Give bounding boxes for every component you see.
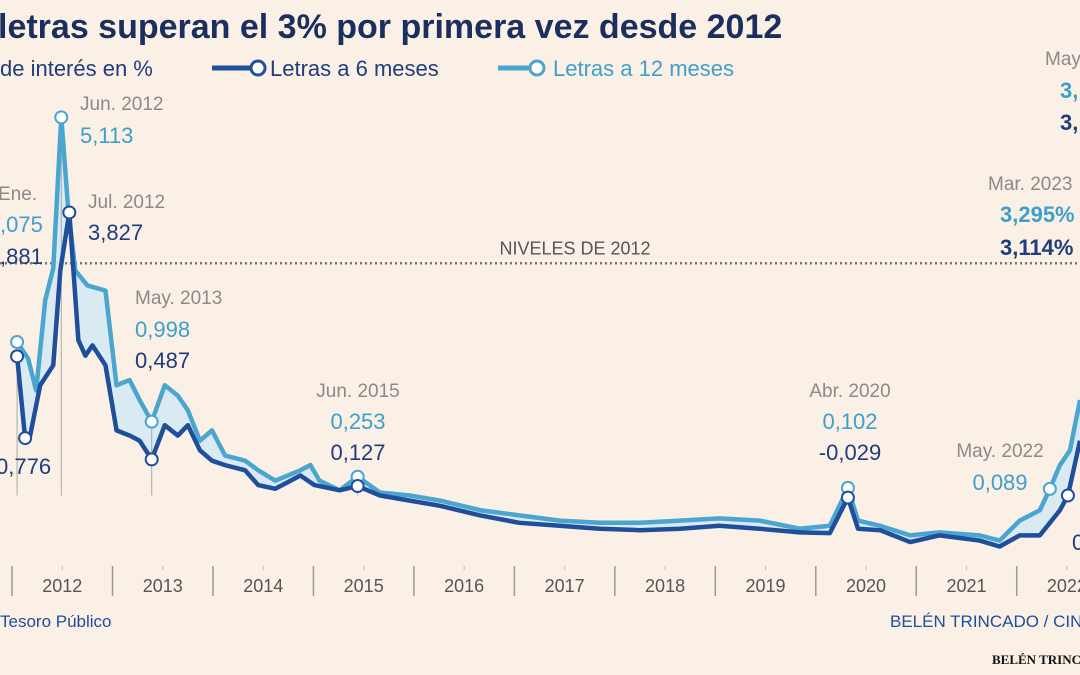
annotation: 0,102 (822, 409, 877, 434)
x-tick-label: 2017 (545, 576, 585, 596)
point-marker (62, 205, 77, 220)
x-tick-label: 2013 (143, 576, 183, 596)
annotation: 3, (1060, 110, 1078, 135)
annotation: ,075 (0, 212, 43, 237)
plot: 2012 2013 2014 2015 2016 2017 2018 2019 2020 2021… (0, 110, 1080, 596)
x-tick-label: 2018 (645, 576, 685, 596)
annotations: Ene. ,075 ,881 0,776 Jun. 2012 5,113 Jul… (0, 49, 1080, 555)
annotation: 5,113 (80, 123, 133, 148)
point-marker (144, 452, 159, 467)
annotation: May. 2013 (135, 288, 222, 309)
annotation: 3,295% (1000, 202, 1075, 227)
annotation: 0,998 (135, 317, 190, 342)
annotation: -0,029 (819, 440, 881, 465)
point-marker (144, 414, 159, 429)
legend-label: Letras a 6 meses (270, 56, 439, 81)
annotation: Jul. 2012 (88, 192, 165, 213)
x-tick-label: 2016 (444, 576, 484, 596)
legend-marker (249, 59, 267, 77)
legend: Letras a 6 meses Letras a 12 meses (212, 56, 734, 81)
x-tick-label: 2020 (846, 576, 886, 596)
source: Tesoro Público (0, 612, 112, 631)
annotation: ,881 (0, 244, 43, 269)
annotation: Mar. 2023 (988, 174, 1073, 195)
point-marker (350, 479, 365, 494)
x-tick-label: 2019 (746, 576, 786, 596)
annotation: Jun. 2015 (316, 381, 399, 402)
annotation: 3, (1060, 78, 1078, 103)
annotation: 0,127 (330, 440, 385, 465)
point-marker (10, 335, 25, 350)
point-marker (840, 490, 855, 505)
annotation: May (1045, 49, 1080, 70)
series-line (14, 210, 1080, 549)
annotation: 0,776 (0, 454, 51, 479)
point-marker (18, 431, 33, 446)
point-marker (54, 110, 69, 125)
x-tick-label: 2021 (946, 576, 986, 596)
point-marker (1060, 488, 1075, 503)
x-tick-label: 2015 (344, 576, 384, 596)
point-marker (10, 349, 25, 364)
legend-label: Letras a 12 meses (553, 56, 734, 81)
credit-small: BELÉN TRINC (992, 652, 1080, 667)
annotation: 3,827 (88, 220, 143, 245)
annotation: 0 (1072, 530, 1080, 555)
annotation: Jun. 2012 (80, 94, 163, 115)
annotation: May. 2022 (956, 441, 1043, 462)
legend-marker (528, 59, 546, 77)
x-tick-label: 2012 (42, 576, 82, 596)
annotation: Ene. (0, 184, 37, 205)
annotation: 0,487 (135, 348, 190, 373)
axis-unit: de interés en % (0, 56, 153, 81)
x-tick-label: 2022 (1047, 576, 1080, 596)
chart-title: letras superan el 3% por primera vez des… (0, 8, 782, 46)
reference-label: NIVELES DE 2012 (499, 238, 650, 258)
series-line (15, 115, 1080, 543)
annotation: 0,253 (330, 409, 385, 434)
annotation: 0,089 (972, 470, 1027, 495)
point-marker (1042, 481, 1057, 496)
annotation: 3,114% (1000, 235, 1073, 260)
credit: BELÉN TRINCADO / CIN (890, 612, 1080, 631)
annotation: Abr. 2020 (809, 381, 890, 402)
x-tick-label: 2014 (243, 576, 283, 596)
